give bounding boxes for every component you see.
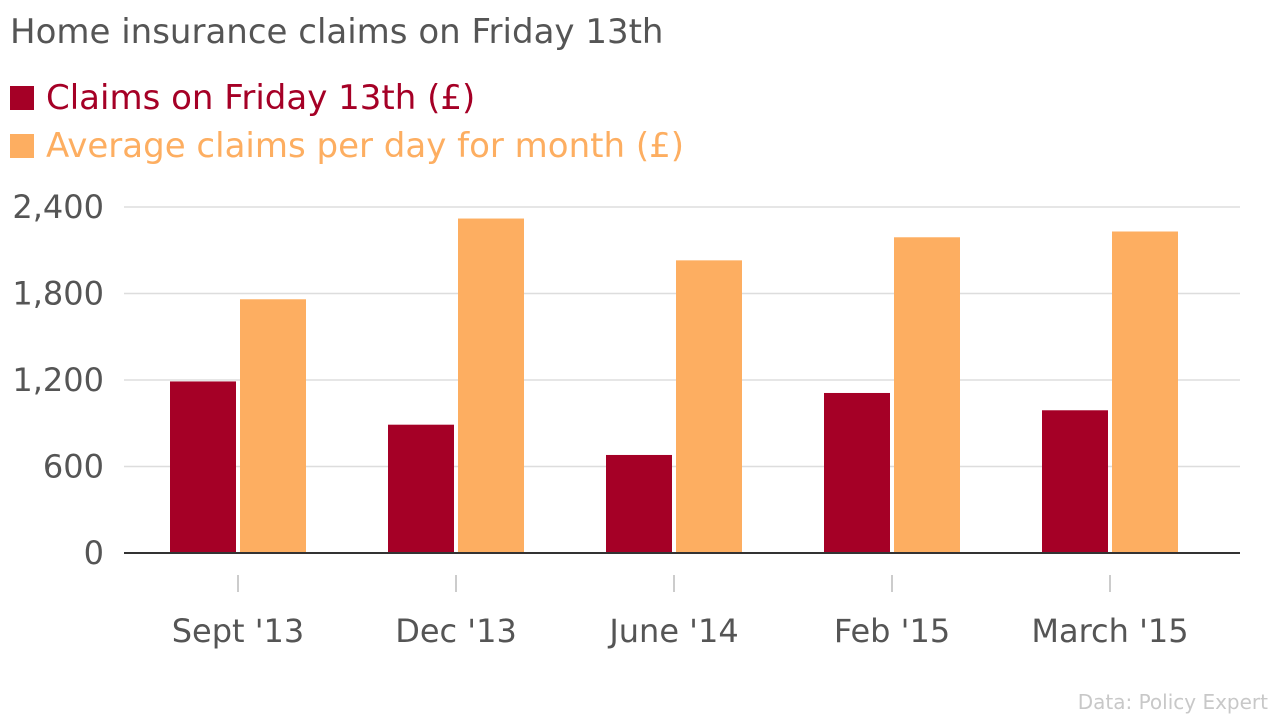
bar — [458, 218, 524, 554]
legend-item-average-claims: Average claims per day for month (£) — [10, 122, 684, 170]
legend-label-friday-claims: Claims on Friday 13th (£) — [46, 78, 476, 118]
legend-swatch-average-claims — [10, 134, 34, 158]
bar — [824, 392, 890, 553]
source-note: Data: Policy Expert — [1077, 690, 1268, 714]
bar — [894, 237, 960, 553]
x-tick-label: Dec '13 — [395, 612, 517, 650]
x-tick-label: March '15 — [1031, 612, 1188, 650]
legend-swatch-friday-claims — [10, 86, 34, 110]
bar — [1042, 410, 1108, 553]
x-tick-label: Sept '13 — [172, 612, 305, 650]
bar — [388, 424, 454, 553]
y-tick-label: 0 — [84, 534, 104, 572]
x-tick-label: June '14 — [607, 612, 738, 650]
y-tick-label: 2,400 — [12, 188, 104, 226]
legend: Claims on Friday 13th (£) Average claims… — [10, 74, 684, 170]
chart-title: Home insurance claims on Friday 13th — [10, 12, 664, 52]
legend-label-average-claims: Average claims per day for month (£) — [46, 126, 684, 166]
bar — [606, 454, 672, 553]
x-tick-label: Feb '15 — [834, 612, 950, 650]
bar — [240, 299, 306, 553]
legend-item-friday-claims: Claims on Friday 13th (£) — [10, 74, 684, 122]
y-tick-label: 1,200 — [12, 361, 104, 399]
y-tick-label: 1,800 — [12, 275, 104, 313]
y-tick-label: 600 — [43, 448, 104, 486]
bar — [1112, 231, 1178, 553]
bar — [170, 381, 236, 553]
bar — [676, 260, 742, 553]
